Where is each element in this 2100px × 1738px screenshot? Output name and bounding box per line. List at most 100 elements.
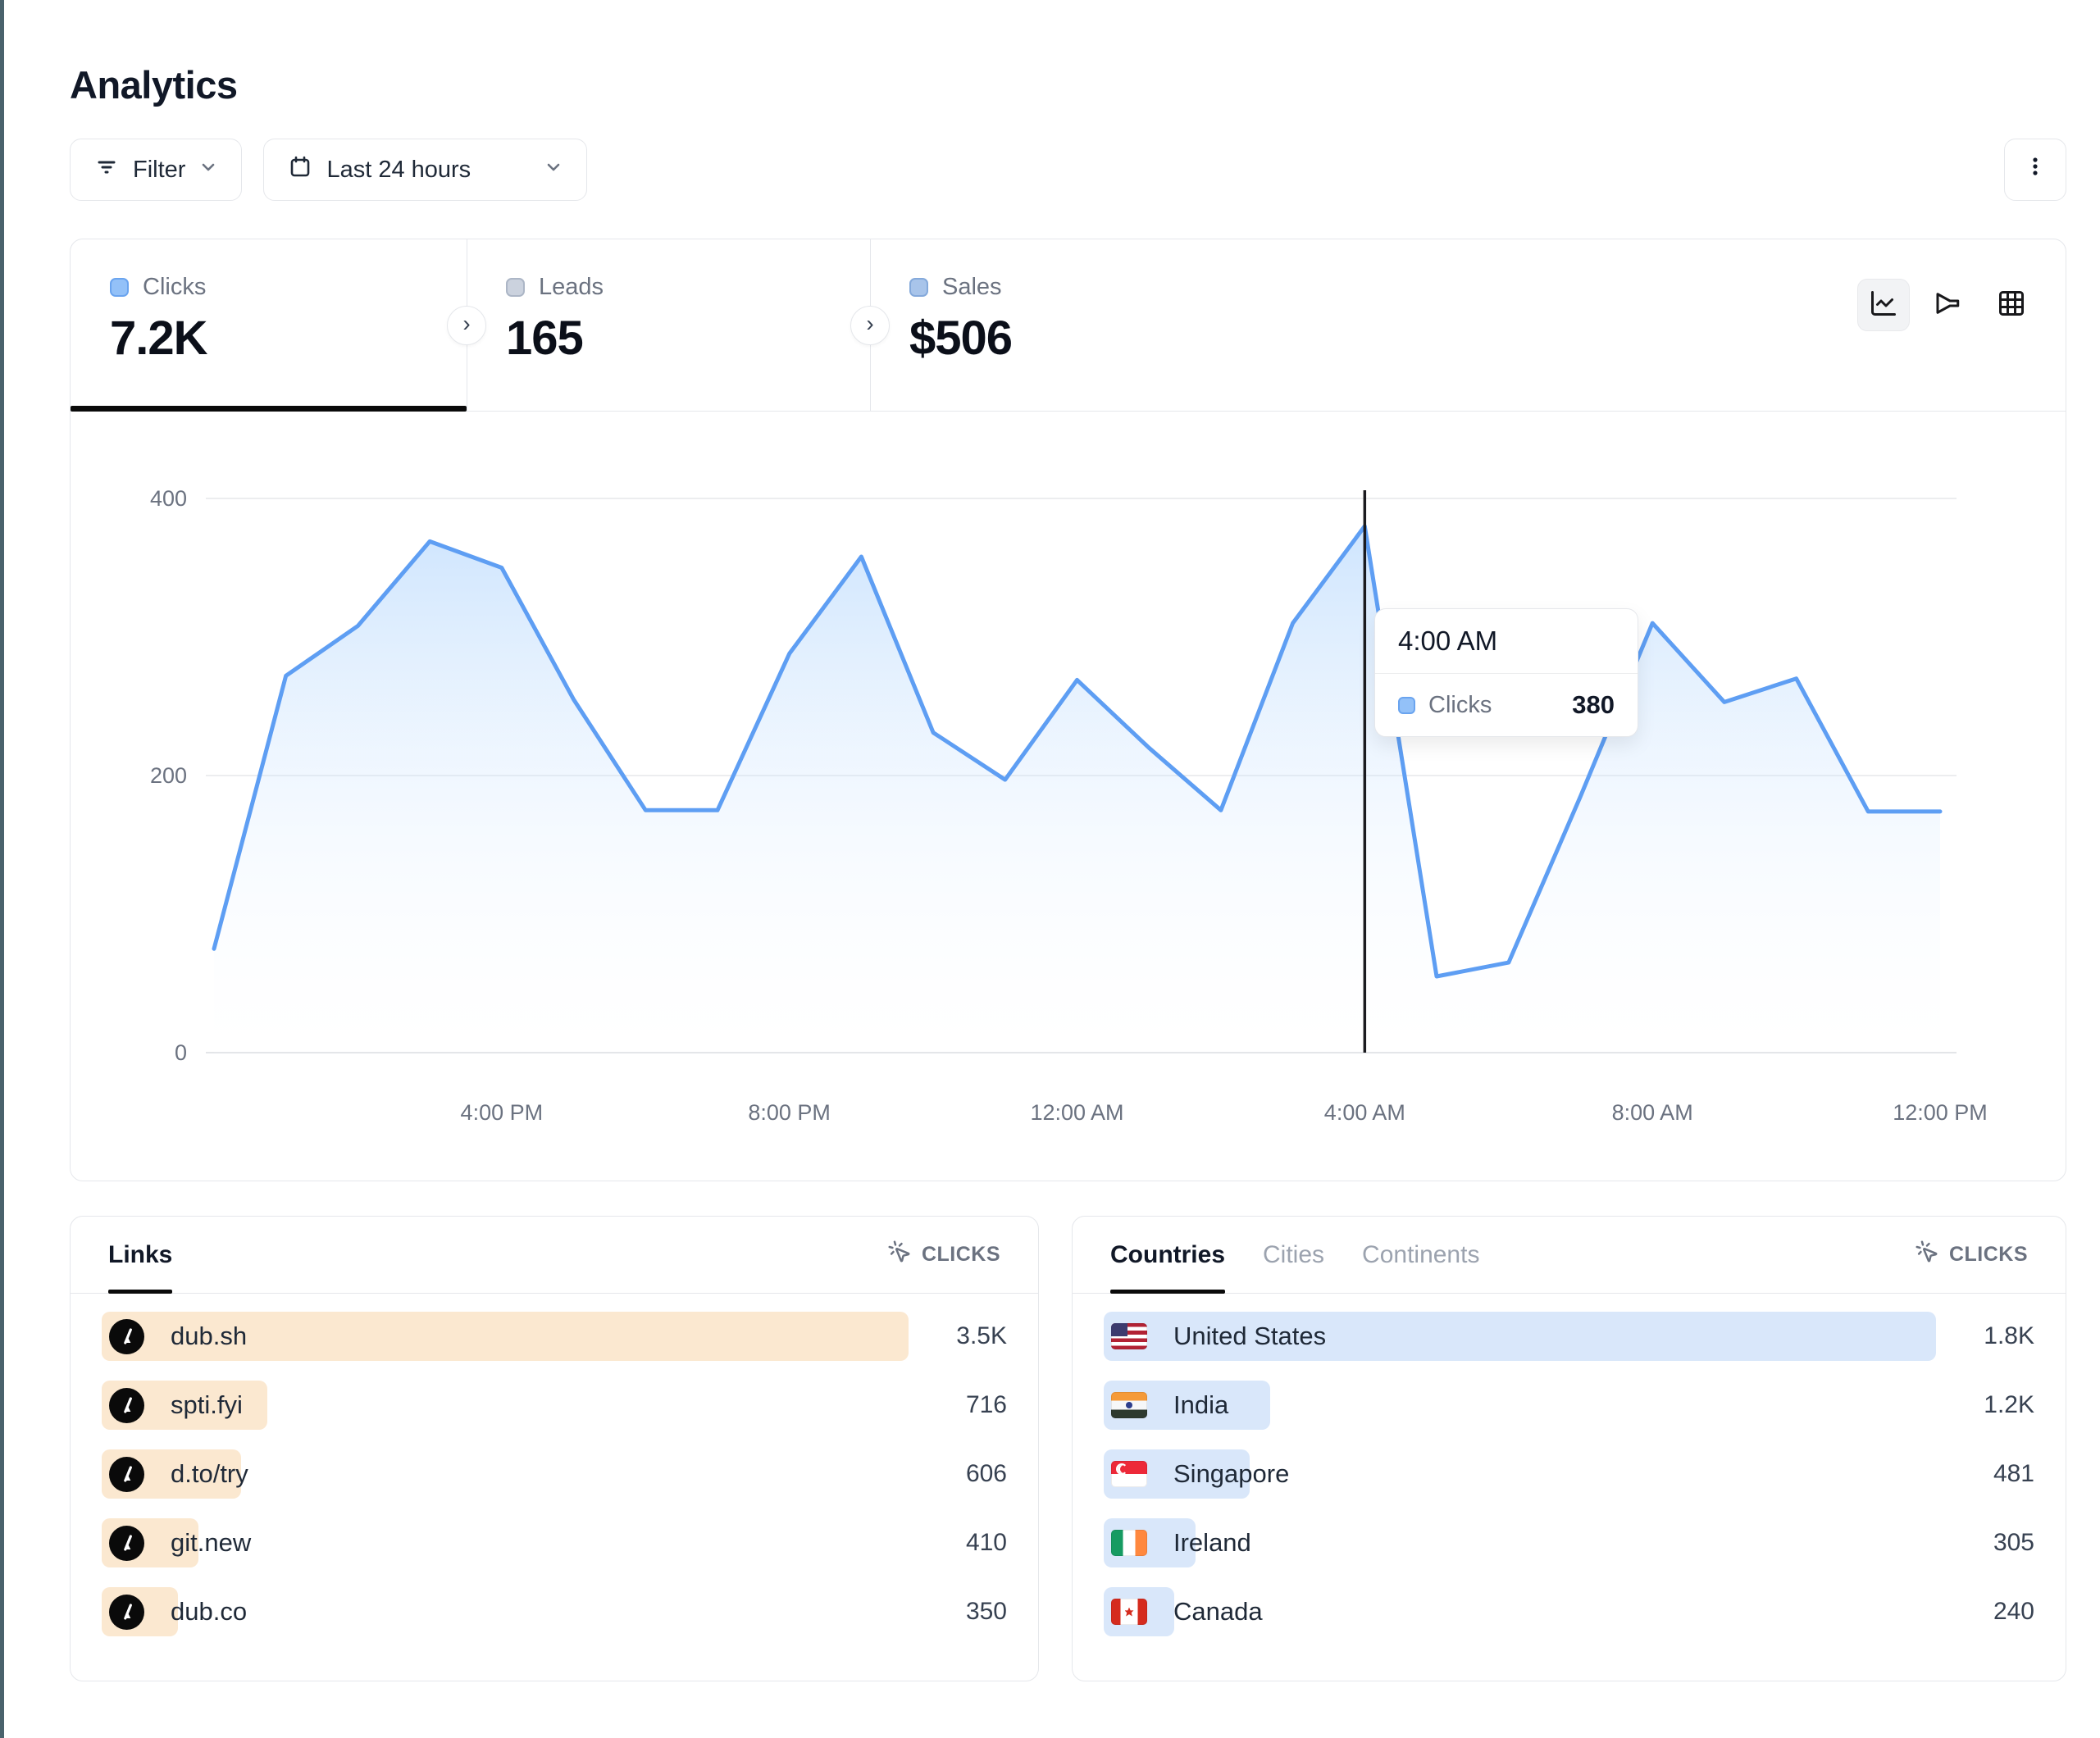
chart-tooltip: 4:00 AM Clicks 380 <box>1374 608 1638 737</box>
clicks-area-chart[interactable]: 0 200 400 4:00 PM 8:00 PM 12:00 AM 4:00 AM 8:00… <box>71 412 2067 1182</box>
country-row[interactable]: Singapore 481 <box>1104 1449 2034 1499</box>
links-metric-selector[interactable]: CLICKS <box>887 1240 1000 1270</box>
leads-label: Leads <box>539 274 604 300</box>
link-clicks-value: 410 <box>965 1529 1007 1556</box>
country-row[interactable]: Canada 240 <box>1104 1587 2034 1636</box>
country-flag-icon <box>1111 1392 1147 1418</box>
country-row[interactable]: Ireland 305 <box>1104 1518 2034 1567</box>
svg-text:4:00 PM: 4:00 PM <box>461 1100 544 1125</box>
country-label: United States <box>1173 1322 1327 1350</box>
line-chart-icon <box>1869 289 1898 322</box>
links-metric-label: CLICKS <box>921 1243 1000 1266</box>
stat-tab-leads[interactable]: Leads 165 <box>467 239 870 411</box>
window-edge-accent <box>0 0 4 1738</box>
clicks-value: 7.2K <box>110 312 208 365</box>
clicks-label: Clicks <box>143 274 207 300</box>
country-label: Singapore <box>1173 1459 1290 1488</box>
country-label: Ireland <box>1173 1528 1251 1557</box>
svg-text:200: 200 <box>150 763 187 788</box>
table-view-button[interactable] <box>1985 279 2038 331</box>
leads-value: 165 <box>506 312 584 365</box>
geo-metric-selector[interactable]: CLICKS <box>1915 1240 2028 1270</box>
link-row[interactable]: spti.fyi 716 <box>102 1381 1007 1430</box>
stat-tab-clicks[interactable]: Clicks 7.2K <box>71 239 467 412</box>
calendar-icon <box>287 153 313 186</box>
date-range-button[interactable]: Last 24 hours <box>263 139 588 201</box>
svg-text:400: 400 <box>150 486 187 511</box>
links-list: dub.sh 3.5K <box>71 1294 1038 1636</box>
link-label: d.to/try <box>171 1459 248 1488</box>
svg-text:8:00 AM: 8:00 AM <box>1612 1100 1693 1125</box>
funnel-view-button[interactable] <box>1921 279 1974 331</box>
country-row[interactable]: United States 1.8K <box>1104 1312 2034 1361</box>
links-panel: Links CLICKS <box>70 1216 1039 1681</box>
country-row[interactable]: India 1.2K <box>1104 1381 2034 1430</box>
svg-text:0: 0 <box>175 1040 187 1065</box>
filter-icon <box>93 153 120 186</box>
country-bar <box>1104 1312 1936 1361</box>
svg-text:8:00 PM: 8:00 PM <box>748 1100 831 1125</box>
cursor-click-icon <box>1915 1240 1939 1270</box>
chevron-down-icon <box>198 157 218 184</box>
filter-button-label: Filter <box>133 156 186 183</box>
expand-leads-chevron-button[interactable]: › <box>850 305 890 345</box>
link-row[interactable]: git.new 410 <box>102 1518 1007 1567</box>
tab-continents[interactable]: Continents <box>1362 1240 1480 1268</box>
link-label: git.new <box>171 1528 252 1557</box>
line-chart-view-button[interactable] <box>1857 279 1910 331</box>
country-clicks-value: 1.2K <box>1984 1391 2034 1418</box>
svg-text:12:00 AM: 12:00 AM <box>1030 1100 1123 1125</box>
filter-button[interactable]: Filter <box>70 139 243 201</box>
countries-list: United States 1.8K India 1.2K <box>1073 1294 2066 1636</box>
tab-countries[interactable]: Countries <box>1110 1217 1226 1294</box>
stat-tab-sales[interactable]: Sales $506 <box>870 239 1296 411</box>
geo-metric-label: CLICKS <box>1948 1243 2028 1266</box>
link-clicks-value: 606 <box>965 1460 1007 1487</box>
tooltip-clicks-swatch <box>1398 696 1415 714</box>
tooltip-time: 4:00 AM <box>1375 609 1638 674</box>
dub-logo-icon <box>109 1594 144 1630</box>
link-row[interactable]: d.to/try 606 <box>102 1449 1007 1499</box>
tab-cities[interactable]: Cities <box>1263 1240 1325 1268</box>
geo-panel: Countries Cities Continents CLICKS <box>1072 1216 2066 1681</box>
clicks-legend-swatch <box>110 278 129 297</box>
page-title: Analytics <box>70 63 238 107</box>
link-label: spti.fyi <box>171 1390 243 1419</box>
link-clicks-value: 716 <box>965 1391 1007 1418</box>
country-label: Canada <box>1173 1597 1263 1626</box>
tooltip-series-label: Clicks <box>1428 691 1492 718</box>
tab-links[interactable]: Links <box>108 1217 173 1294</box>
leads-legend-swatch <box>506 278 525 297</box>
date-range-label: Last 24 hours <box>326 156 471 183</box>
toolbar: Filter Last 24 hours <box>70 139 2066 201</box>
svg-text:4:00 AM: 4:00 AM <box>1324 1100 1405 1125</box>
country-flag-icon <box>1111 1530 1147 1556</box>
country-flag-icon <box>1111 1599 1147 1625</box>
link-row[interactable]: dub.co 350 <box>102 1587 1007 1636</box>
link-label: dub.co <box>171 1597 248 1626</box>
more-options-button[interactable] <box>2004 139 2066 201</box>
dub-logo-icon <box>109 1318 144 1354</box>
grid-table-icon <box>1997 289 2026 322</box>
kebab-menu-icon <box>2022 153 2048 186</box>
country-clicks-value: 305 <box>1993 1529 2034 1556</box>
analytics-page: Analytics Filter Last 24 hours <box>70 0 2066 1681</box>
tooltip-value: 380 <box>1572 690 1615 719</box>
geo-panel-header: Countries Cities Continents CLICKS <box>1073 1217 2066 1294</box>
link-row[interactable]: dub.sh 3.5K <box>102 1312 1007 1361</box>
country-clicks-value: 481 <box>1993 1460 2034 1487</box>
link-clicks-value: 3.5K <box>956 1322 1007 1349</box>
chevron-down-icon <box>544 157 563 184</box>
expand-clicks-chevron-button[interactable]: › <box>447 305 486 345</box>
sales-value: $506 <box>909 312 1013 365</box>
chart-view-toggles <box>1857 279 2038 331</box>
dub-logo-icon <box>109 1525 144 1561</box>
link-label: dub.sh <box>171 1322 248 1350</box>
country-label: India <box>1173 1390 1229 1419</box>
breakdown-panels: Links CLICKS <box>70 1216 2066 1681</box>
stat-tabs-row: Clicks 7.2K Leads 165 Sales $506 <box>71 239 2066 412</box>
links-panel-header: Links CLICKS <box>71 1217 1038 1294</box>
sales-label: Sales <box>942 274 1002 300</box>
sales-legend-swatch <box>909 278 928 297</box>
country-flag-icon <box>1111 1461 1147 1487</box>
